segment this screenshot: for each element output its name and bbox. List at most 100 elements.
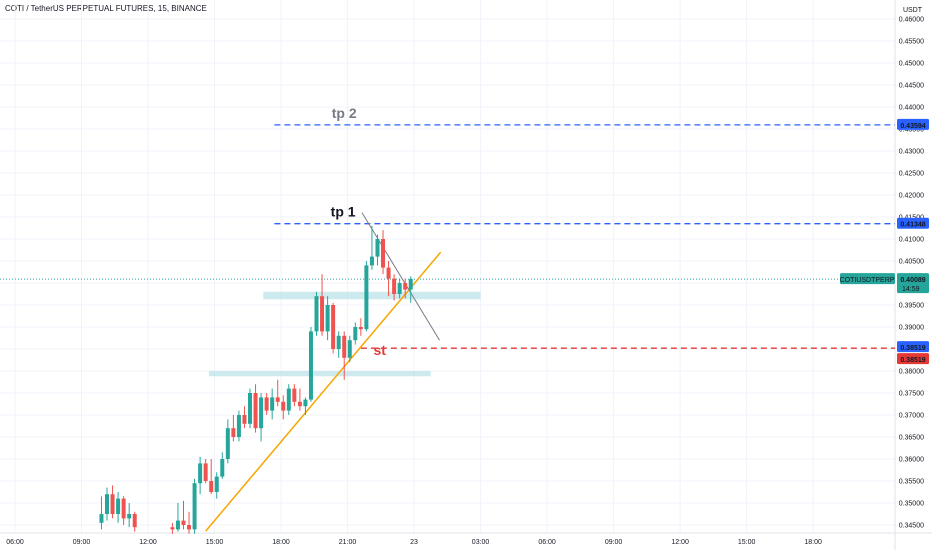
ascending-support-line bbox=[205, 251, 442, 532]
y-tick-label: 0.34500 bbox=[899, 523, 924, 530]
y-tick-label: 0.45500 bbox=[899, 39, 924, 46]
x-tick-label: 06:00 bbox=[6, 539, 24, 546]
y-tick-label: 0.44500 bbox=[899, 83, 924, 90]
price-labels: 0.43594 0.41348 0.38519 0.38519 COTIUSDTPERP… bbox=[840, 118, 929, 365]
candle-body bbox=[297, 401, 302, 407]
candle-body bbox=[253, 393, 258, 429]
x-tick-label: 12:00 bbox=[671, 539, 689, 546]
y-tick-label: 0.44000 bbox=[899, 105, 924, 112]
symbol-badge-bg bbox=[840, 273, 895, 285]
candle-body bbox=[110, 494, 115, 514]
x-tick-label: 18:00 bbox=[804, 539, 822, 546]
candle-body bbox=[303, 399, 308, 407]
y-tick-label: 0.42500 bbox=[899, 171, 924, 178]
y-tick-label: 0.46000 bbox=[899, 17, 924, 24]
stop-price-badge-bg bbox=[897, 353, 929, 365]
candle-body bbox=[242, 415, 247, 424]
symbol-badge: COTIUSDTPERP bbox=[840, 277, 895, 284]
price-badge-tp-2: 0.43594 bbox=[900, 123, 925, 130]
chart-title: COTI / TetherUS PERPETUAL FUTURES, 15, B… bbox=[5, 4, 207, 13]
level-annotation: tp 1 bbox=[331, 204, 356, 220]
candle-body bbox=[220, 459, 225, 477]
y-tick-label: 0.43000 bbox=[899, 149, 924, 156]
y-tick-label: 0.37500 bbox=[899, 391, 924, 398]
y-tick-label: 0.36000 bbox=[899, 457, 924, 464]
price-badge-st-bg bbox=[897, 341, 929, 353]
candle-body bbox=[381, 239, 386, 268]
candle-body bbox=[214, 476, 219, 492]
descending-resistance-line bbox=[361, 212, 440, 341]
candle-body bbox=[325, 305, 330, 332]
candle-body bbox=[275, 397, 280, 402]
y-tick-label: 0.35000 bbox=[899, 501, 924, 508]
x-tick-label: 09:00 bbox=[73, 539, 91, 546]
candle-body bbox=[292, 388, 297, 402]
candle-body bbox=[105, 494, 110, 514]
candle-body bbox=[386, 267, 391, 279]
candle-body bbox=[397, 283, 402, 294]
current-price-badge: 0.40089 bbox=[900, 277, 925, 284]
candle-body bbox=[127, 514, 132, 519]
candle-body bbox=[392, 278, 397, 294]
candle-body bbox=[259, 397, 264, 429]
level-annotation: tp 2 bbox=[332, 105, 357, 121]
y-tick-label: 0.36500 bbox=[899, 435, 924, 442]
x-tick-label: 21:00 bbox=[339, 539, 357, 546]
y-tick-label: 0.41000 bbox=[899, 237, 924, 244]
y-tick-label: 0.45000 bbox=[899, 61, 924, 68]
currency-label: USDT bbox=[903, 7, 923, 14]
y-tick-label: 0.35500 bbox=[899, 479, 924, 486]
price-badge-tp-2-bg bbox=[897, 118, 929, 130]
y-tick-label: 0.39000 bbox=[899, 325, 924, 332]
candle-body bbox=[264, 397, 269, 411]
candle-body bbox=[132, 514, 137, 528]
x-tick-label: 15:00 bbox=[206, 539, 224, 546]
y-tick-label: 0.38000 bbox=[899, 369, 924, 376]
candle-body bbox=[320, 296, 325, 332]
candle-body bbox=[209, 481, 214, 492]
x-tick-label: 23 bbox=[410, 539, 418, 546]
horizontal-levels: tp 2 tp 1 st bbox=[0, 105, 895, 358]
candle-body bbox=[286, 388, 291, 411]
candle-body bbox=[187, 525, 192, 530]
candle-body bbox=[225, 428, 230, 459]
price-badge-st: 0.38519 bbox=[900, 345, 925, 352]
candle-body bbox=[270, 397, 275, 411]
candle-body bbox=[336, 335, 341, 349]
price-badge-tp-1: 0.41348 bbox=[900, 222, 925, 229]
price-axis[interactable]: 0.34500 0.35000 0.35500 0.36000 0.36500 0.370… bbox=[899, 7, 924, 530]
candle-body bbox=[99, 514, 104, 523]
candle-body bbox=[181, 520, 186, 525]
stop-price-badge: 0.38519 bbox=[900, 357, 925, 364]
x-tick-label: 15:00 bbox=[738, 539, 756, 546]
candle-body bbox=[408, 279, 413, 290]
y-tick-label: 0.40500 bbox=[899, 259, 924, 266]
candle-body bbox=[347, 340, 352, 358]
countdown-label: 14:59 bbox=[902, 286, 920, 293]
candle-body bbox=[203, 463, 208, 481]
candle-body bbox=[331, 305, 336, 349]
y-tick-label: 0.39500 bbox=[899, 303, 924, 310]
candle-body bbox=[116, 498, 121, 514]
level-annotation: st bbox=[373, 342, 386, 358]
candle-body bbox=[248, 393, 253, 424]
candle-body bbox=[403, 283, 408, 290]
candle-body bbox=[192, 483, 197, 530]
y-tick-label: 0.43500 bbox=[899, 127, 924, 134]
candles bbox=[99, 225, 413, 534]
candle-body bbox=[170, 527, 175, 530]
candle-body bbox=[358, 327, 363, 330]
zones bbox=[208, 291, 481, 377]
price-badge-tp-1-bg bbox=[897, 217, 929, 229]
x-tick-label: 06:00 bbox=[538, 539, 556, 546]
time-axis[interactable]: 06:00 09:00 12:00 15:00 18:00 21:00 23 03:00 06:… bbox=[6, 539, 822, 546]
candle-body bbox=[308, 331, 313, 400]
candle-body bbox=[231, 428, 236, 437]
candle-body bbox=[121, 498, 126, 519]
x-tick-label: 18:00 bbox=[272, 539, 290, 546]
candle-body bbox=[236, 415, 241, 437]
candle-body bbox=[369, 256, 374, 266]
support-zone bbox=[263, 291, 481, 300]
